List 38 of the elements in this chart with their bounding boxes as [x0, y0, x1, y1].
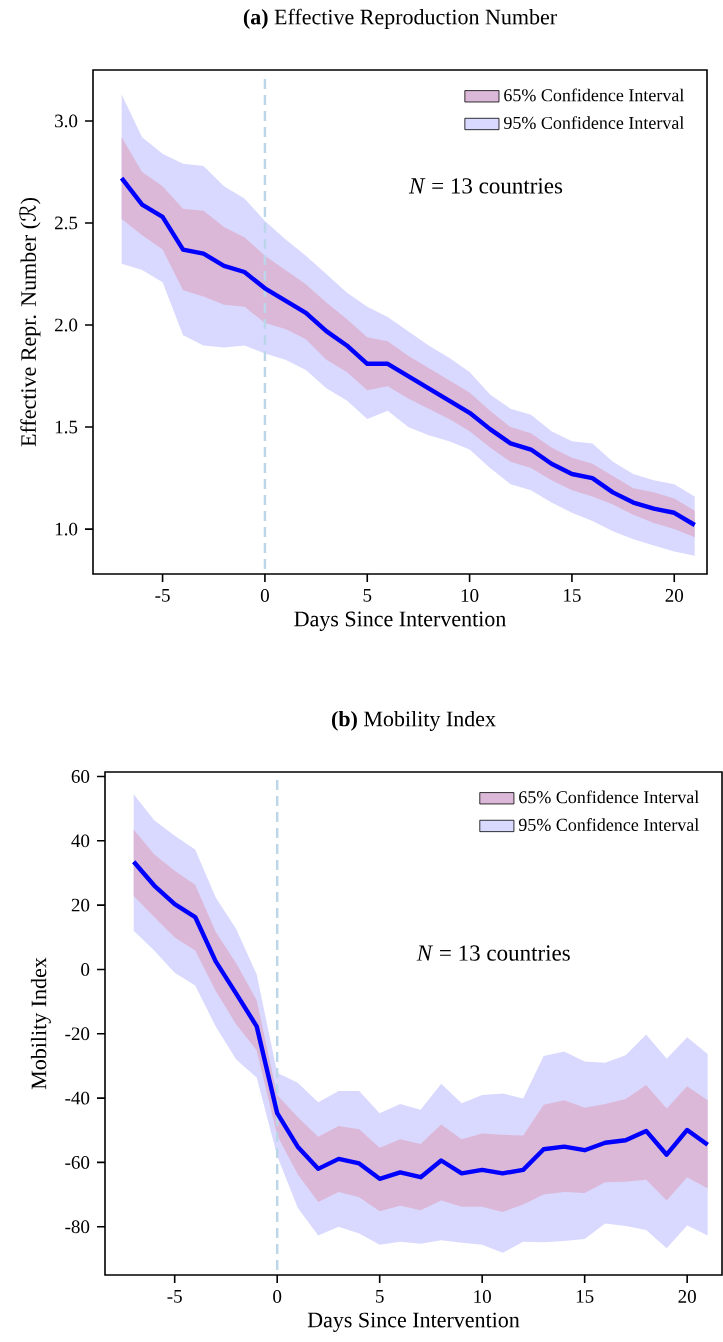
legend-label: 95% Confidence Interval: [503, 116, 684, 130]
x-tick-label: -5: [155, 589, 170, 602]
x-tick-label: 15: [576, 1290, 594, 1303]
x-tick-label: -5: [167, 1290, 182, 1303]
y-tick-label: -20: [65, 1027, 90, 1041]
chart-title: (a) Effective Reproduction Number: [243, 8, 557, 29]
line-series: [131, 859, 710, 1182]
legend-label: 65% Confidence Interval: [519, 790, 699, 804]
y-tick-label: 60: [71, 770, 90, 783]
annotation: N = 13 countries: [416, 945, 570, 961]
legend-label: 95% Confidence Interval: [518, 818, 699, 832]
chart-title: (b) Mobility Index: [331, 710, 496, 731]
x-tick-label: 0: [260, 589, 269, 602]
y-tick-label: 0: [81, 963, 90, 976]
x-tick-label: 5: [376, 1290, 384, 1303]
y-tick-label: 3.0: [55, 114, 78, 128]
annotation: N = 13 countries: [408, 178, 563, 194]
x-tick-label: 20: [665, 589, 684, 602]
y-tick-label: -40: [65, 1091, 90, 1105]
y-tick-label: 2.0: [55, 318, 78, 332]
legend-label: 65% Confidence Interval: [504, 88, 684, 102]
y-tick-label: 20: [71, 898, 90, 912]
y-axis-title: Effective Repr. Number (ℛ): [18, 198, 41, 447]
y-tick-label: -60: [65, 1156, 90, 1169]
x-tick-label: 0: [273, 1290, 282, 1303]
x-tick-label: 15: [564, 589, 581, 602]
y-tick-label: 2.5: [55, 216, 78, 230]
y-tick-label: 40: [71, 834, 90, 848]
x-tick-label: 20: [678, 1290, 696, 1303]
y-axis-title: Mobility Index: [30, 957, 51, 1090]
x-axis-title: Days Since Intervention: [307, 1312, 520, 1332]
x-tick-label: 5: [363, 589, 372, 602]
x-tick-label: 10: [474, 1290, 491, 1303]
y-tick-label: -80: [65, 1220, 90, 1234]
x-axis-title: Days Since Intervention: [294, 611, 506, 631]
y-tick-label: 1.0: [55, 522, 78, 536]
y-tick-label: 1.5: [55, 420, 78, 434]
x-tick-label: 10: [461, 589, 479, 602]
